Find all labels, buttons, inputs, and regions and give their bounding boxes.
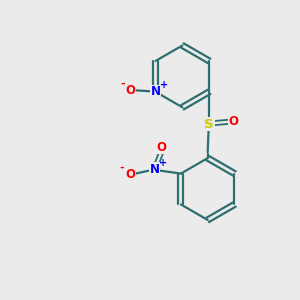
Text: O: O: [228, 116, 238, 128]
Text: +: +: [159, 158, 167, 168]
Text: S: S: [204, 118, 214, 131]
Text: -: -: [120, 163, 124, 173]
Text: +: +: [160, 80, 168, 90]
Text: O: O: [125, 168, 135, 181]
Text: -: -: [120, 79, 125, 89]
Text: N: N: [151, 85, 160, 98]
Text: O: O: [157, 141, 167, 154]
Text: N: N: [149, 163, 159, 176]
Text: O: O: [126, 84, 136, 97]
